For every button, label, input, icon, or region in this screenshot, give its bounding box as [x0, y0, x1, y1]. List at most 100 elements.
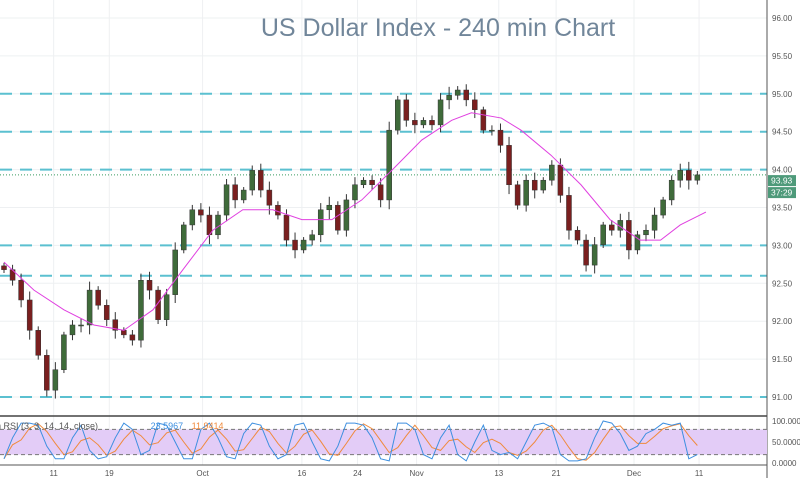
- candle-body: [249, 170, 255, 191]
- candle-body: [609, 224, 615, 231]
- time-tick-label: 11: [695, 469, 704, 478]
- candle-body: [377, 184, 384, 201]
- candle-body: [446, 95, 452, 101]
- candle-body: [326, 204, 333, 211]
- price-tick-label: 93.50: [772, 204, 793, 213]
- moving-average-line: [3, 112, 707, 331]
- oscillator-d-value: 11.9414: [191, 421, 224, 431]
- candle-body: [283, 214, 290, 241]
- candle-body: [223, 184, 230, 216]
- candle-body: [181, 224, 187, 251]
- candle-body: [514, 184, 521, 206]
- candle-body: [506, 145, 512, 186]
- time-tick-label: 11: [49, 469, 58, 478]
- candle-body: [523, 179, 529, 206]
- candle-body: [189, 209, 196, 226]
- oscillator-k-value: 23.5967: [150, 421, 184, 431]
- candle-body: [300, 239, 307, 251]
- last-price-badge: [768, 175, 796, 187]
- price-tick-label: 93.00: [772, 241, 793, 250]
- candle-body: [454, 89, 461, 96]
- candle-body: [472, 99, 478, 110]
- candle-body: [95, 289, 101, 306]
- price-tick-label: 95.00: [772, 90, 793, 99]
- time-tick-label: Nov: [409, 469, 423, 478]
- time-tick-label: 13: [494, 469, 503, 478]
- oscillator-k-line: [3, 420, 698, 462]
- candle-body: [677, 170, 683, 181]
- candle-body: [360, 179, 367, 186]
- candle-body: [258, 170, 264, 191]
- candle-body: [86, 289, 93, 326]
- candle-body: [335, 204, 341, 231]
- oscillator-legend: Stoch RSI (3, 3, 14, 14, close) 23.5967 …: [0, 421, 224, 431]
- candle-body: [600, 224, 606, 245]
- candle-body: [583, 239, 589, 266]
- candle-body: [146, 280, 153, 291]
- candle-body: [420, 120, 427, 126]
- price-tick-label: 91.50: [772, 355, 793, 364]
- oscillator-tick-label: 0.0000: [772, 459, 797, 468]
- time-tick-label: 21: [552, 469, 561, 478]
- candle-body: [480, 109, 487, 131]
- candle-body: [112, 319, 119, 331]
- candle-body: [463, 89, 469, 101]
- candle-body: [317, 209, 324, 236]
- candle-body: [26, 299, 33, 331]
- price-tick-label: 94.00: [772, 166, 793, 175]
- candle-body: [686, 170, 692, 181]
- price-tick-label: 95.50: [772, 52, 793, 61]
- candle-body: [437, 99, 444, 126]
- candle-body: [163, 294, 170, 320]
- candle-body: [103, 305, 110, 320]
- time-tick-label: 16: [297, 469, 306, 478]
- candle-body: [489, 129, 495, 132]
- candle-body: [574, 229, 581, 241]
- candle-body: [266, 189, 273, 206]
- candle-body: [540, 179, 547, 191]
- candle-body: [18, 280, 24, 301]
- candle-body: [660, 199, 666, 216]
- oscillator-tick-label: 100.000: [772, 417, 800, 426]
- price-tick-label: 92.00: [772, 317, 793, 326]
- candle-body: [61, 334, 67, 370]
- candle-body: [403, 99, 410, 121]
- candle-body: [395, 99, 401, 131]
- candle-body: [78, 324, 84, 327]
- candle-body: [591, 244, 598, 266]
- last-price-label: 93.93: [771, 176, 793, 186]
- candle-body: [69, 324, 76, 336]
- candle-body: [369, 179, 375, 186]
- candle-body: [232, 184, 238, 201]
- candle-body: [343, 199, 350, 231]
- countdown-badge: [768, 187, 796, 199]
- candle-body: [694, 174, 701, 181]
- candle-body: [668, 179, 675, 201]
- candle-body: [386, 129, 392, 201]
- candle-body: [626, 220, 632, 251]
- candle-body: [121, 330, 127, 336]
- price-tick-label: 96.00: [772, 14, 793, 23]
- price-tick-label: 94.50: [772, 128, 793, 137]
- candle-body: [549, 164, 555, 181]
- candle-body: [412, 120, 418, 126]
- candle-body: [643, 229, 649, 236]
- candle-body: [35, 330, 41, 356]
- countdown-label: 37:29: [771, 188, 793, 198]
- chart-title: US Dollar Index - 240 min Chart: [260, 14, 616, 42]
- candle-body: [557, 164, 564, 196]
- oscillator-band-fill: [0, 429, 767, 455]
- candle-body: [198, 209, 204, 216]
- oscillator-tick-label: 50.0000: [772, 438, 800, 447]
- time-tick-label: 24: [353, 469, 362, 478]
- candle-body: [531, 179, 538, 191]
- candle-body: [429, 120, 435, 126]
- candle-body: [292, 239, 298, 251]
- candle-body: [172, 249, 178, 295]
- oscillator-name: Stoch RSI (3, 3, 14, 14, close): [0, 421, 99, 431]
- time-tick-label: Oct: [196, 469, 209, 478]
- candle-body: [651, 214, 658, 231]
- candle-body: [275, 204, 281, 216]
- time-tick-label: Dec: [627, 469, 641, 478]
